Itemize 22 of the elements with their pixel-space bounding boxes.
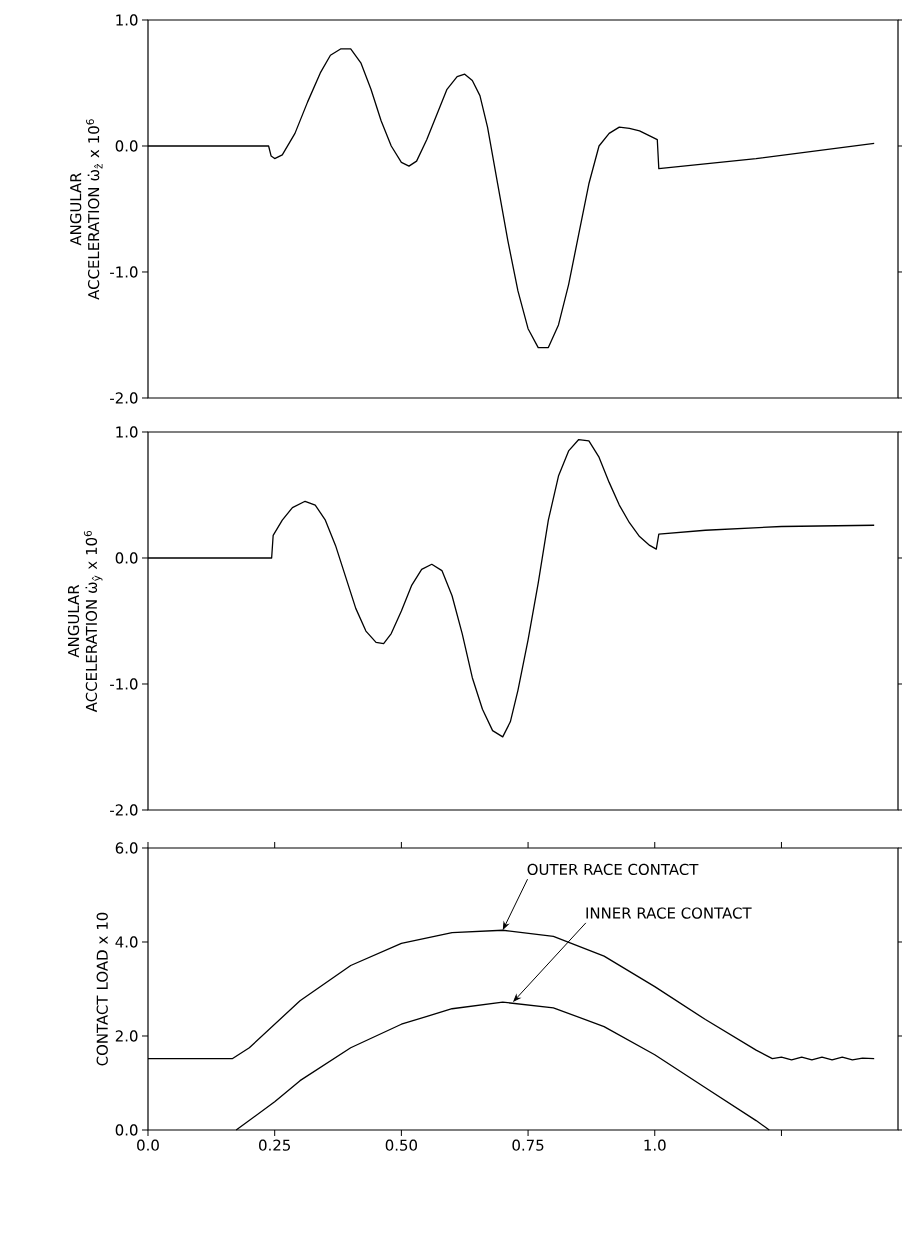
y-tick-label: -2.0 bbox=[110, 392, 138, 404]
y-tick-label: 6.0 bbox=[115, 842, 138, 854]
y-tick-label: -2.0 bbox=[110, 804, 138, 816]
y-tick-label: -1.0 bbox=[110, 678, 138, 690]
y-axis-title: CONTACT LOAD x 10 bbox=[96, 912, 108, 1066]
x-tick-label: 0.0 bbox=[137, 1139, 159, 1151]
y-tick-label: 0.0 bbox=[115, 552, 138, 564]
y-tick-label: 0.0 bbox=[115, 140, 138, 152]
y-tick-label: 4.0 bbox=[115, 936, 138, 948]
y-tick-label: 1.0 bbox=[116, 426, 138, 438]
y-axis-title: ANGULAR ACCELERATION ω̇$_{ẑ}$ x 10$^{6}$ bbox=[70, 119, 103, 300]
y-axis-title: ANGULAR ACCELERATION ω̇$_{ŷ}$ x 10$^{6}$ bbox=[67, 530, 103, 713]
x-tick-label: 1.0 bbox=[644, 1139, 666, 1151]
y-tick-label: -1.0 bbox=[110, 266, 138, 278]
annotation: OUTER RACE CONTACT bbox=[527, 863, 699, 875]
x-tick-label: 0.50 bbox=[385, 1139, 418, 1151]
x-tick-label: 0.75 bbox=[512, 1139, 544, 1151]
x-tick-label: 0.25 bbox=[259, 1139, 291, 1151]
y-tick-label: 2.0 bbox=[115, 1030, 138, 1042]
annotation: INNER RACE CONTACT bbox=[586, 907, 752, 919]
y-tick-label: 1.0 bbox=[116, 14, 138, 26]
y-tick-label: 0.0 bbox=[115, 1124, 138, 1136]
